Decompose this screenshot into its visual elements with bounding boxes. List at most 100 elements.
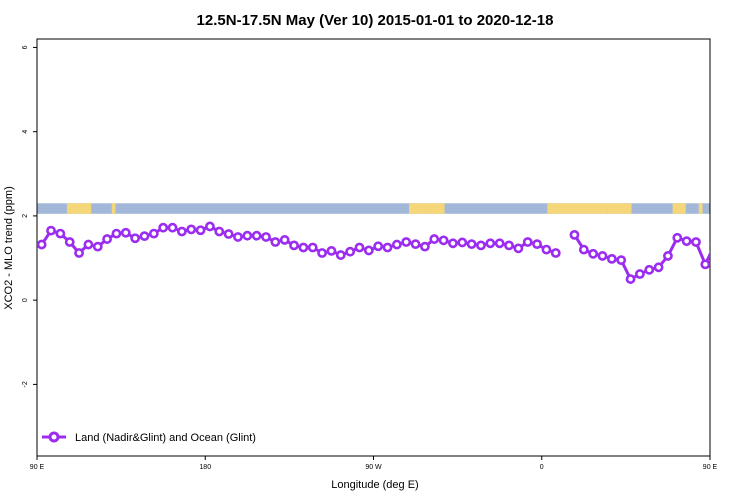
data-point <box>720 227 727 234</box>
data-point <box>448 238 458 249</box>
data-point <box>130 233 141 244</box>
data-point <box>242 230 253 241</box>
data-point <box>74 248 84 258</box>
data-point <box>373 241 384 252</box>
data-point <box>363 245 374 256</box>
data-point <box>597 251 608 261</box>
map-land-shapes <box>66 203 747 214</box>
data-point <box>205 221 215 232</box>
map-ocean-band <box>37 203 710 214</box>
data-point <box>83 239 94 250</box>
x-tick-label: 180 <box>199 464 211 471</box>
data-point <box>354 242 365 253</box>
x-tick-label: 90 W <box>365 464 382 471</box>
data-point <box>317 248 327 258</box>
map-land-10 <box>732 203 747 214</box>
x-axis-label: Longitude (deg E) <box>331 479 418 491</box>
data-point <box>92 241 103 252</box>
data-point <box>485 238 496 249</box>
data-point <box>616 255 627 266</box>
data-point <box>382 242 393 253</box>
y-tick-label: 2 <box>22 214 29 218</box>
data-point <box>606 253 617 264</box>
data-point <box>578 244 589 255</box>
y-tick-label: 4 <box>22 130 29 134</box>
data-point <box>709 243 710 247</box>
data-point <box>46 225 56 236</box>
map-land-6 <box>607 203 632 214</box>
y-axis-ticks: -2 0 2 4 6 <box>22 45 37 388</box>
data-point <box>176 226 187 237</box>
map-land-7 <box>672 203 686 214</box>
data-point <box>420 241 430 252</box>
y-tick-label: 0 <box>22 298 29 302</box>
data-point <box>700 259 710 270</box>
x-tick-label: 90 E <box>30 464 45 471</box>
data-point <box>326 245 337 256</box>
map-land-8 <box>698 203 703 214</box>
map-land-9 <box>719 203 738 214</box>
data-point <box>148 228 159 239</box>
data-point <box>335 250 346 260</box>
y-axis-label: XCO2 - MLO trend (ppm) <box>3 186 15 309</box>
map-land-4 <box>429 203 445 214</box>
x-tick-label: 90 E <box>703 464 718 471</box>
data-point <box>55 228 66 239</box>
data-point <box>139 231 150 242</box>
data-point <box>410 239 421 250</box>
data-point <box>158 222 169 233</box>
data-point <box>494 238 505 249</box>
data-point <box>102 234 113 244</box>
data-point <box>429 234 440 244</box>
data-point <box>504 240 514 251</box>
y-tick-label: -2 <box>22 381 29 387</box>
map-land-0 <box>66 203 86 214</box>
data-point <box>223 229 234 239</box>
map-land-2 <box>111 203 116 214</box>
data-point <box>663 251 673 261</box>
data-point <box>279 235 290 245</box>
data-point <box>401 237 412 247</box>
data-point <box>691 237 701 247</box>
data-point <box>457 237 468 248</box>
data-point <box>532 239 542 250</box>
data-point <box>261 232 271 242</box>
data-point <box>541 244 552 255</box>
data-point <box>307 242 318 253</box>
y-tick-label: 6 <box>22 45 29 49</box>
data-point <box>513 243 524 254</box>
data-point <box>37 239 47 250</box>
data-point <box>644 264 655 275</box>
map-land-5 <box>547 203 608 214</box>
data-point <box>588 248 599 259</box>
data-point <box>298 242 309 253</box>
legend-marker <box>48 431 60 443</box>
legend-label: Land (Nadir&Glint) and Ocean (Glint) <box>75 432 256 444</box>
data-point <box>214 226 225 237</box>
data-point <box>625 274 636 284</box>
data-point <box>739 239 746 246</box>
data-point <box>391 239 402 250</box>
data-point <box>672 232 683 243</box>
data-point <box>345 246 356 257</box>
data-point <box>730 230 737 237</box>
x-axis-ticks: 90 E 180 90 W 0 90 E <box>30 456 718 471</box>
data-point <box>289 240 299 251</box>
data-point <box>167 222 178 233</box>
data-point <box>186 224 197 235</box>
data-point <box>120 227 131 238</box>
data-point <box>550 248 561 258</box>
data-point <box>195 225 206 236</box>
legend: Land (Nadir&Glint) and Ocean (Glint) <box>42 431 256 444</box>
data-point <box>653 262 664 273</box>
data-point <box>476 240 486 251</box>
data-point <box>466 239 477 250</box>
data-point <box>522 237 533 247</box>
data-point <box>251 230 262 241</box>
data-point <box>438 235 449 246</box>
chart-title: 12.5N-17.5N May (Ver 10) 2015-01-01 to 2… <box>197 12 554 29</box>
map-land-1 <box>83 203 92 214</box>
world-map-strip <box>37 203 747 214</box>
data-point <box>233 232 243 242</box>
